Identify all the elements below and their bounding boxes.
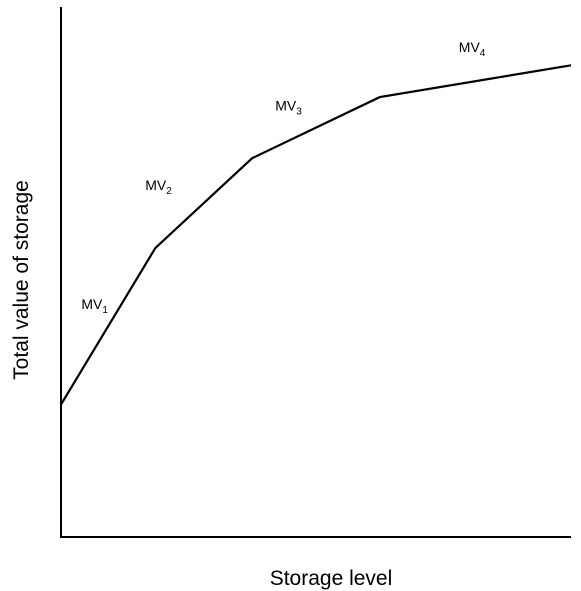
segment-label-mv3: MV3 <box>275 97 302 117</box>
x-axis-title: Storage level <box>270 567 393 590</box>
segment-label-base: MV <box>81 296 103 312</box>
segment-label-mv2: MV2 <box>145 177 172 197</box>
total-value-curve <box>60 64 572 406</box>
segment-label-subscript: 4 <box>480 48 486 59</box>
segment-label-mv4: MV4 <box>459 39 486 59</box>
segment-label-mv1: MV1 <box>81 296 108 316</box>
segment-label-subscript: 3 <box>296 106 302 117</box>
segment-label-base: MV <box>459 39 481 55</box>
segment-label-subscript: 1 <box>102 305 108 316</box>
segment-label-base: MV <box>145 177 167 193</box>
y-axis-title: Total value of storage <box>10 180 33 380</box>
segment-label-base: MV <box>275 97 297 113</box>
segment-label-subscript: 2 <box>166 186 172 197</box>
